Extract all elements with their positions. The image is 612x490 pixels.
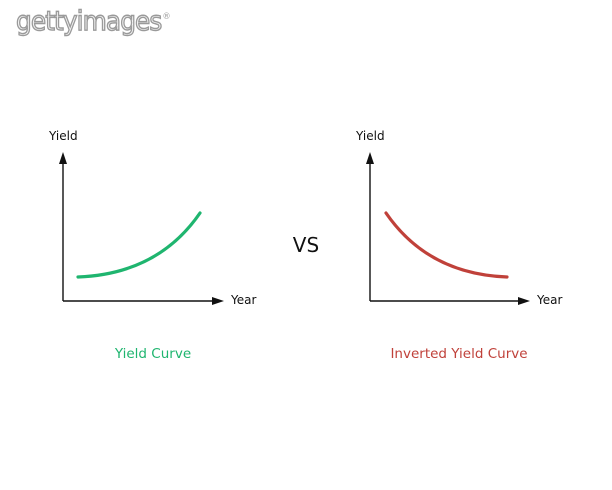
normal-yield-curve-panel: Yield Year Yield Curve xyxy=(48,129,256,362)
right-y-axis-arrowhead xyxy=(366,152,374,164)
left-x-axis-label: Year xyxy=(230,293,256,307)
right-x-axis-label: Year xyxy=(536,293,562,307)
right-x-axis-arrowhead xyxy=(518,297,530,305)
right-y-axis-label: Yield xyxy=(355,129,385,143)
inverted-yield-curve-caption: Inverted Yield Curve xyxy=(390,346,527,362)
inverted-yield-curve-line xyxy=(384,211,509,279)
inverted-yield-curve-panel: Yield Year Inverted Yield Curve xyxy=(355,129,562,362)
normal-yield-curve-caption: Yield Curve xyxy=(114,346,191,362)
versus-label: VS xyxy=(293,233,319,257)
gettyimages-watermark: gettyimages® xyxy=(15,5,170,37)
normal-yield-curve-line xyxy=(76,211,202,279)
watermark-text: gettyimages xyxy=(15,5,163,37)
registered-mark: ® xyxy=(162,12,170,22)
left-x-axis-arrowhead xyxy=(212,297,224,305)
left-y-axis-arrowhead xyxy=(59,152,67,164)
left-y-axis-label: Yield xyxy=(48,129,78,143)
